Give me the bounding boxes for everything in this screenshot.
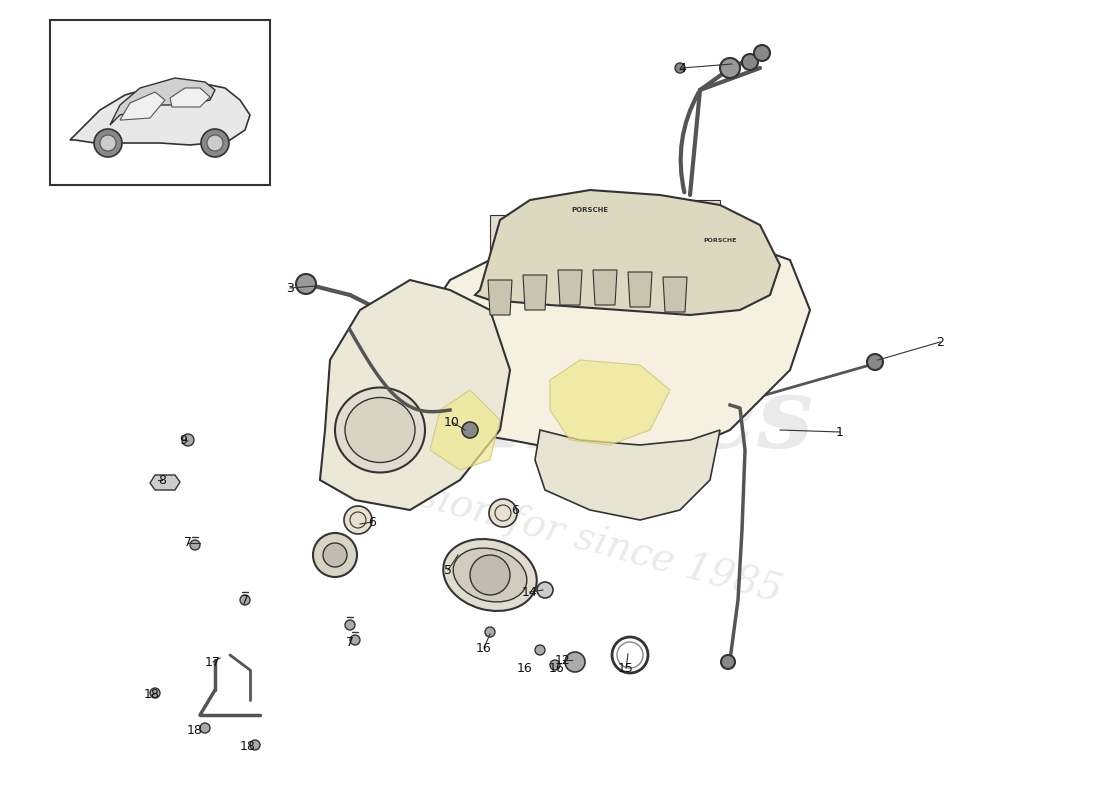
Circle shape <box>537 582 553 598</box>
Text: 7: 7 <box>346 635 354 649</box>
Circle shape <box>240 595 250 605</box>
Ellipse shape <box>345 398 415 462</box>
Circle shape <box>200 723 210 733</box>
Circle shape <box>742 54 758 70</box>
Polygon shape <box>488 280 512 315</box>
Polygon shape <box>530 212 560 257</box>
Circle shape <box>314 533 358 577</box>
Circle shape <box>462 422 478 438</box>
Polygon shape <box>535 430 720 520</box>
Ellipse shape <box>453 548 527 602</box>
Circle shape <box>535 645 544 655</box>
Polygon shape <box>150 475 180 490</box>
Polygon shape <box>522 275 547 310</box>
Circle shape <box>675 63 685 73</box>
Polygon shape <box>120 92 165 120</box>
Text: PORSCHE: PORSCHE <box>703 238 737 242</box>
Text: 14: 14 <box>522 586 538 598</box>
Text: 18: 18 <box>240 741 256 754</box>
Circle shape <box>201 129 229 157</box>
Circle shape <box>207 135 223 151</box>
Circle shape <box>100 135 116 151</box>
Circle shape <box>150 688 160 698</box>
Polygon shape <box>650 203 680 248</box>
Circle shape <box>350 635 360 645</box>
Text: 4: 4 <box>678 62 686 74</box>
Circle shape <box>565 652 585 672</box>
Polygon shape <box>475 190 780 315</box>
Text: 16: 16 <box>549 662 565 674</box>
Text: 18: 18 <box>187 723 202 737</box>
Circle shape <box>344 506 372 534</box>
Polygon shape <box>320 280 510 510</box>
Polygon shape <box>170 88 210 107</box>
Ellipse shape <box>336 387 425 473</box>
Text: 7: 7 <box>241 594 249 606</box>
Circle shape <box>296 274 316 294</box>
Text: a passion for since 1985: a passion for since 1985 <box>314 450 786 610</box>
Text: 8: 8 <box>158 474 166 486</box>
Circle shape <box>470 555 510 595</box>
Text: eurores: eurores <box>386 372 814 468</box>
Circle shape <box>94 129 122 157</box>
Text: 7: 7 <box>184 537 192 550</box>
Polygon shape <box>70 83 250 145</box>
Circle shape <box>182 434 194 446</box>
Polygon shape <box>610 206 640 251</box>
Circle shape <box>345 620 355 630</box>
Text: 5: 5 <box>444 563 452 577</box>
Polygon shape <box>663 277 688 312</box>
Circle shape <box>490 499 517 527</box>
Text: 2: 2 <box>936 335 944 349</box>
Text: 3: 3 <box>286 282 294 294</box>
Text: 15: 15 <box>618 662 634 674</box>
Circle shape <box>754 45 770 61</box>
Circle shape <box>250 740 260 750</box>
Text: 12: 12 <box>556 654 571 666</box>
Circle shape <box>550 660 560 670</box>
Text: 17: 17 <box>205 655 221 669</box>
Polygon shape <box>550 360 670 445</box>
Polygon shape <box>420 230 810 460</box>
Text: 1: 1 <box>836 426 844 438</box>
Polygon shape <box>690 200 721 245</box>
Ellipse shape <box>443 539 537 611</box>
Polygon shape <box>558 270 582 305</box>
FancyBboxPatch shape <box>50 20 270 185</box>
Text: 6: 6 <box>368 515 376 529</box>
Circle shape <box>190 540 200 550</box>
Polygon shape <box>110 78 214 125</box>
Circle shape <box>485 627 495 637</box>
Text: 16: 16 <box>517 662 532 674</box>
Polygon shape <box>490 215 520 260</box>
Text: 10: 10 <box>444 415 460 429</box>
Circle shape <box>720 58 740 78</box>
Polygon shape <box>628 272 652 307</box>
Circle shape <box>323 543 346 567</box>
Text: PORSCHE: PORSCHE <box>571 207 608 213</box>
Text: 16: 16 <box>476 642 492 654</box>
Text: 18: 18 <box>144 689 159 702</box>
Polygon shape <box>570 209 600 254</box>
Text: 9: 9 <box>179 434 187 446</box>
Circle shape <box>867 354 883 370</box>
Text: 6: 6 <box>512 505 519 518</box>
Polygon shape <box>593 270 617 305</box>
Circle shape <box>720 655 735 669</box>
Polygon shape <box>430 390 500 470</box>
